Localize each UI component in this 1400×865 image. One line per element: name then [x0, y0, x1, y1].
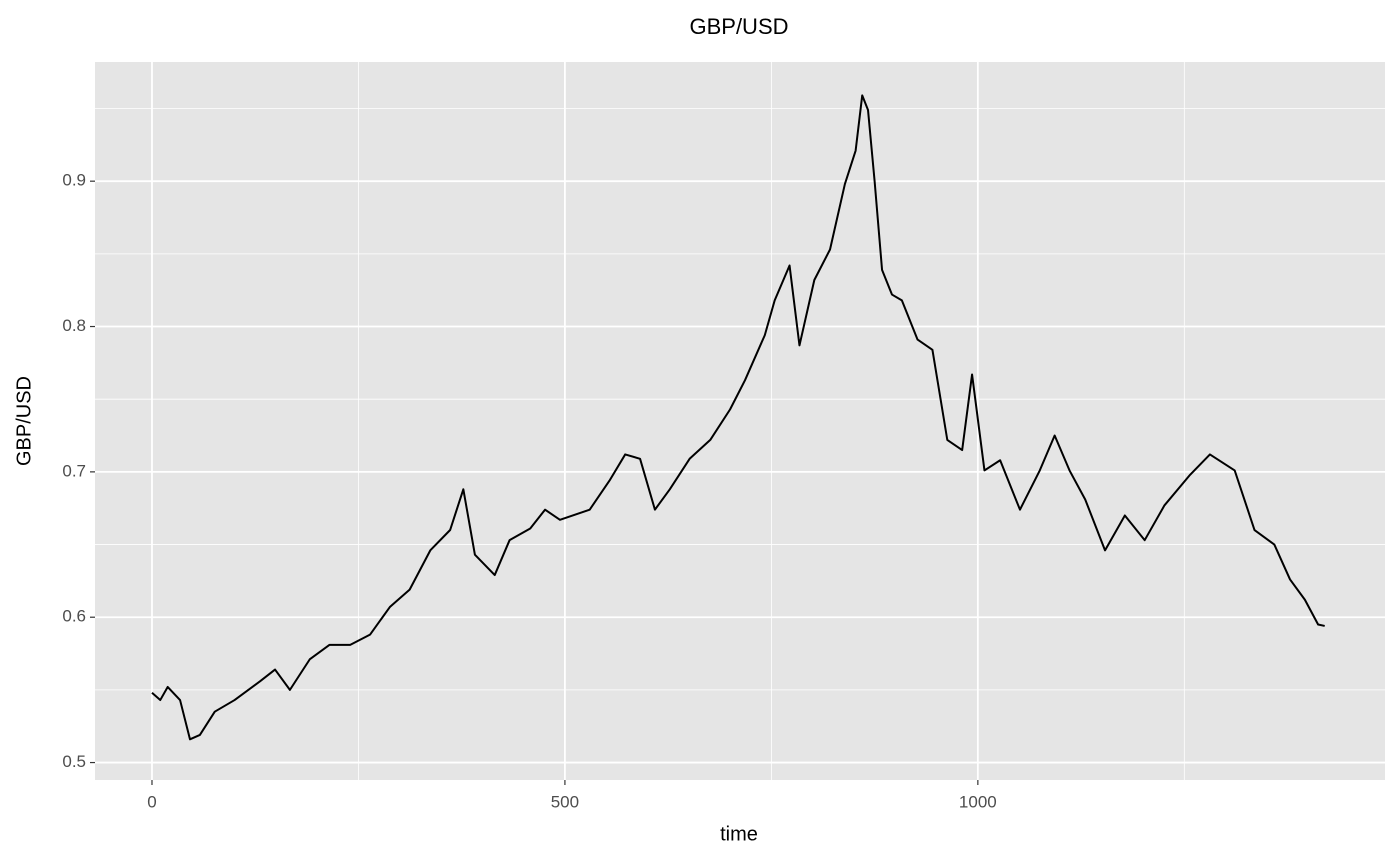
- x-axis-label: time: [720, 823, 758, 845]
- x-tick-label: 500: [551, 792, 579, 811]
- line-series: [151, 94, 1325, 741]
- plot-panel: [95, 62, 1385, 780]
- y-tick-label: 0.9: [62, 171, 86, 190]
- x-tick-label: 0: [147, 792, 156, 811]
- x-tick-label: 1000: [959, 792, 997, 811]
- y-tick-label: 0.5: [62, 752, 86, 771]
- chart-title: GBP/USD: [689, 14, 788, 39]
- y-axis-label: GBP/USD: [13, 376, 35, 466]
- y-tick-label: 0.8: [62, 316, 86, 335]
- y-tick-label: 0.6: [62, 607, 86, 626]
- y-tick-label: 0.7: [62, 461, 86, 480]
